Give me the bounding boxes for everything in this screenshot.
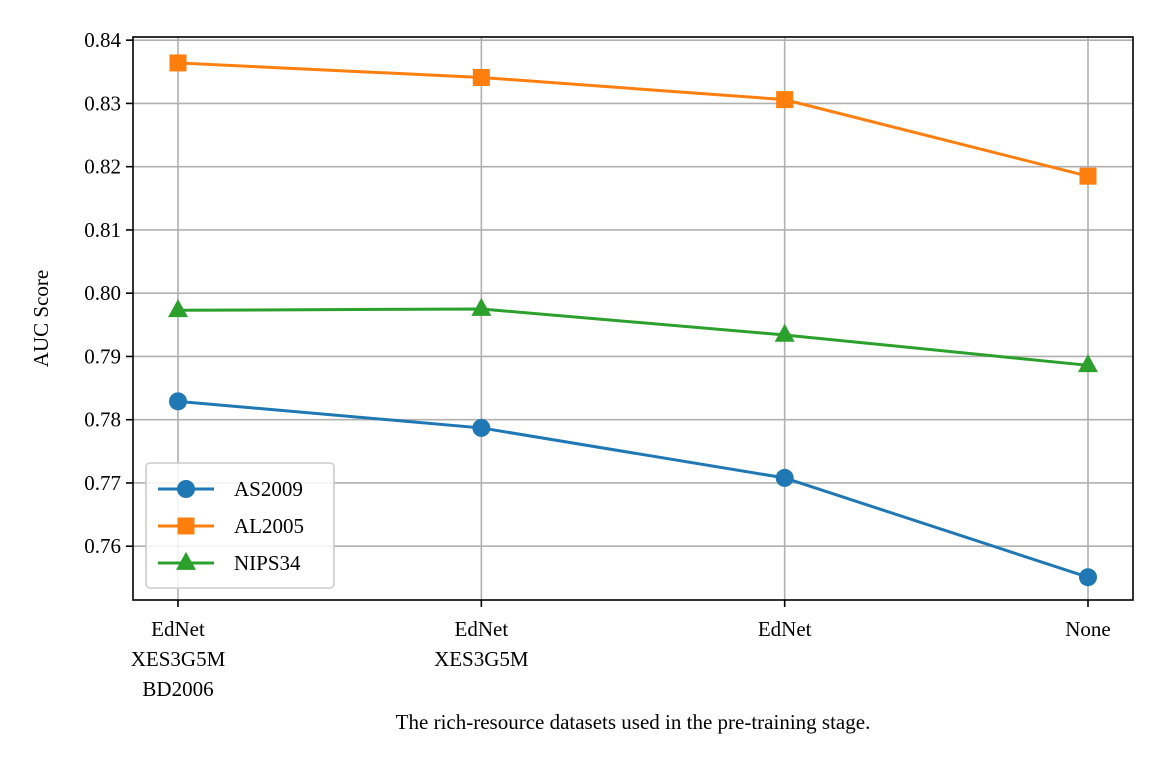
series-line [177, 61, 1089, 178]
y-axis-label: AUC Score [29, 270, 53, 367]
legend-marker-square [177, 517, 195, 535]
x-axis-label: The rich-resource datasets used in the p… [396, 710, 871, 734]
data-point-circle [169, 392, 187, 411]
x-tick-label: None [1065, 617, 1111, 641]
x-tick-label: EdNet XES3G5M [434, 617, 529, 671]
series-line [177, 399, 1089, 579]
x-tick-label-line: BD2006 [142, 677, 213, 701]
legend-item-nips34: NIPS34 [158, 551, 301, 575]
x-tick-label-line: EdNet [455, 617, 509, 641]
y-tick-label: 0.79 [84, 344, 121, 368]
y-tick-label: 0.80 [84, 281, 121, 305]
x-axis-ticks: EdNet XES3G5M BD2006 EdNet XES3G5M EdNet None [131, 600, 1111, 701]
data-point-square [776, 91, 794, 109]
data-point-square [472, 68, 490, 86]
legend-label: AS2009 [234, 477, 303, 501]
data-point-circle [1079, 568, 1097, 587]
legend-label: NIPS34 [234, 551, 301, 575]
y-tick-label: 0.84 [84, 28, 121, 52]
legend-marker-circle [177, 480, 195, 498]
data-point-circle [472, 418, 491, 437]
data-point-square [1079, 167, 1097, 185]
x-tick-label-line: None [1065, 617, 1111, 641]
legend-marker-triangle [176, 551, 196, 570]
y-tick-label: 0.76 [84, 534, 121, 558]
y-axis-ticks: 0.76 0.77 0.78 0.79 0.80 0.81 0.82 0.83 0.84 [84, 28, 133, 558]
legend-item-as2009: AS2009 [158, 477, 303, 501]
legend: AS2009 AL2005 NIPS34 [145, 462, 335, 589]
x-tick-label-line: EdNet [151, 617, 205, 641]
series-as2009 [169, 392, 1097, 587]
data-point-square [169, 54, 187, 72]
data-point-circle [775, 468, 794, 487]
data-point-triangle [168, 299, 188, 318]
y-tick-label: 0.83 [84, 91, 121, 115]
series-layer [168, 54, 1098, 587]
plot-frame [132, 36, 1134, 601]
y-tick-label: 0.81 [84, 218, 121, 242]
data-point-triangle [1078, 354, 1098, 373]
x-tick-label: EdNet XES3G5M BD2006 [131, 617, 226, 701]
data-point-triangle [774, 323, 795, 342]
series-line [177, 307, 1089, 367]
data-point-triangle [471, 297, 492, 316]
legend-item-al2005: AL2005 [158, 514, 304, 538]
x-tick-label-line: XES3G5M [434, 647, 529, 671]
legend-label: AL2005 [234, 514, 304, 538]
x-tick-label-line: XES3G5M [131, 647, 226, 671]
x-tick-label-line: EdNet [758, 617, 812, 641]
y-tick-label: 0.82 [84, 155, 121, 179]
series-nips34 [168, 297, 1098, 373]
series-al2005 [169, 54, 1097, 185]
y-tick-label: 0.77 [84, 471, 121, 495]
y-tick-label: 0.78 [84, 408, 121, 432]
x-tick-label: EdNet [758, 617, 812, 641]
